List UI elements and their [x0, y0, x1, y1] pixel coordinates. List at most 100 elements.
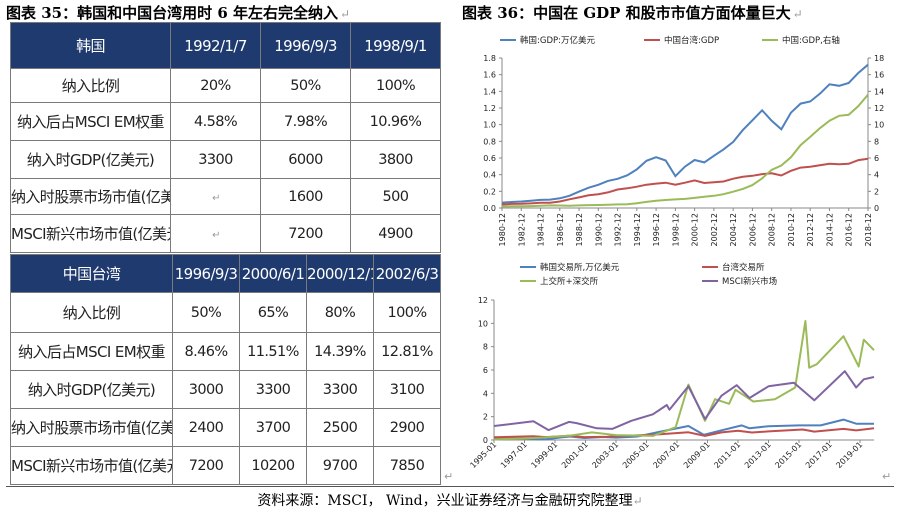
table-cell: 4900: [350, 214, 441, 253]
x-tick-label: 1982-12: [517, 213, 526, 246]
cell-text: MSCI新兴市场市值(亿美元): [11, 457, 173, 475]
legend-label: 上交所+深交所: [540, 276, 599, 287]
table-header-cell: 中国台湾: [10, 254, 173, 293]
cell-text: MSCI新兴市场市值(亿美元): [11, 225, 171, 243]
return-mark: ↵: [882, 470, 892, 483]
x-tick-label: 2001-01: [560, 440, 590, 470]
x-tick-label: 2014-12: [825, 213, 834, 246]
figure-36-title: 图表 36：中国在 GDP 和股市市值方面体量巨大 ↵: [462, 2, 803, 23]
row-label-cell: MSCI新兴市场市值(亿美元): [10, 214, 171, 253]
cell-text: 2000/12/1: [307, 264, 374, 283]
y-tick-label-right: 12: [874, 104, 884, 113]
cell-text: 8.46%: [184, 343, 228, 360]
x-tick-label: 1998-12: [671, 213, 680, 246]
return-mark: ↵: [212, 192, 220, 204]
y-tick-label: 0: [483, 436, 488, 445]
table-cell: 2400: [172, 408, 240, 447]
table-cell: 2500: [306, 408, 374, 447]
y-tick-label-left: 1.0: [483, 121, 496, 130]
x-tick-label: 2011-01: [712, 440, 742, 470]
cell-text: 50%: [190, 304, 222, 321]
table-cell: 65%: [239, 292, 307, 333]
cell-text: 纳入时GDP(亿美元): [26, 151, 155, 169]
row-label-cell: 纳入时GDP(亿美元): [10, 370, 173, 409]
legend-label: 中国:GDP,右轴: [782, 35, 840, 46]
y-tick-label-right: 10: [874, 121, 884, 130]
figure-35-title-text: 图表 35：韩国和中国台湾用时 6 年左右完全纳入: [6, 4, 338, 22]
x-tick-label: 2010-12: [787, 213, 796, 246]
cell-text: 纳入后占MSCI EM权重: [18, 343, 165, 361]
table-cell: ↵: [170, 214, 261, 253]
cell-text: 10200: [251, 457, 295, 474]
row-label-cell: 纳入后占MSCI EM权重: [10, 102, 171, 141]
table-header-cell: 2000/6/1: [239, 254, 307, 293]
y-tick-label: 12: [478, 296, 488, 305]
x-tick-label: 1992-12: [614, 213, 623, 246]
cell-text: 1996/9/3: [274, 36, 337, 55]
legend-label: 台湾交易所: [722, 262, 765, 273]
row-label-cell: 纳入时GDP(亿美元): [10, 140, 171, 179]
table-cell: 2900: [373, 408, 441, 447]
table-cell: 8.46%: [172, 332, 240, 371]
table-cell: ↵: [170, 178, 261, 215]
cell-text: 3300: [198, 151, 233, 168]
table-cell: 80%: [306, 292, 374, 333]
table-header-row: 中国台湾 1996/9/3 2000/6/1 2000/12/1 2002/6/3: [10, 254, 441, 293]
x-tick-label: 2016-12: [845, 213, 854, 246]
source-text: 资料来源：MSCI， Wind，兴业证券经济与金融研究院整理: [257, 493, 633, 509]
y-tick-label: 8: [483, 343, 488, 352]
cell-text: 3300: [322, 381, 358, 398]
series-line: [493, 418, 874, 441]
x-tick-label: 1984-12: [537, 213, 546, 246]
cell-text: 中国台湾: [62, 265, 121, 283]
x-tick-label: 1996-12: [652, 213, 661, 246]
x-tick-label: 2004-12: [729, 213, 738, 246]
table-header-cell: 韩国: [10, 22, 171, 69]
x-tick-label: 1994-12: [633, 213, 642, 246]
x-tick-label: 1997-01: [499, 440, 529, 470]
table-header-cell: 2000/12/1: [306, 254, 374, 293]
figure-36-title-text: 图表 36：中国在 GDP 和股市市值方面体量巨大: [462, 4, 791, 22]
table-cell: 12.81%: [373, 332, 441, 371]
cell-text: 100%: [387, 304, 427, 321]
cell-text: 7.98%: [283, 113, 328, 130]
cell-text: 1600: [288, 188, 323, 205]
x-tick-label: 2013-01: [743, 440, 773, 470]
y-tick-label: 10: [478, 319, 488, 328]
table-cell: 7200: [260, 214, 351, 253]
source-note: 资料来源：MSCI， Wind，兴业证券经济与金融研究院整理↵: [0, 490, 900, 510]
series-line: [501, 63, 869, 204]
row-label-cell: 纳入比例: [10, 292, 173, 333]
table-row: MSCI新兴市场市值(亿美元) ↵ 7200 4900: [10, 214, 441, 253]
table-cell: 3700: [239, 408, 307, 447]
return-mark: ↵: [444, 470, 454, 483]
y-tick-label-right: 8: [874, 137, 879, 146]
cell-text: 50%: [290, 77, 321, 94]
cell-text: 3700: [255, 419, 291, 436]
x-tick-label: 2000-12: [691, 213, 700, 246]
cell-text: 2000/6/1: [241, 264, 305, 283]
row-label-cell: MSCI新兴市场市值(亿美元): [10, 446, 173, 485]
x-tick-label: 2003-01: [590, 440, 620, 470]
x-tick-label: 2005-01: [621, 440, 651, 470]
y-tick-label-right: 6: [874, 154, 879, 163]
cell-text: 80%: [324, 304, 356, 321]
row-label-cell: 纳入时股票市场市值(亿美元): [10, 408, 173, 447]
table-cell: 6000: [260, 140, 351, 179]
row-label-cell: 纳入后占MSCI EM权重: [10, 332, 173, 371]
table-row: 纳入后占MSCI EM权重 4.58% 7.98% 10.96%: [10, 102, 441, 141]
table-row: 纳入比例 50% 65% 80% 100%: [10, 292, 441, 333]
table-cell: 7.98%: [260, 102, 351, 141]
series-line: [501, 157, 869, 206]
taiwan-inclusion-table: 中国台湾 1996/9/3 2000/6/1 2000/12/1 2002/6/3 纳入比…: [10, 254, 441, 485]
table-cell: 7200: [172, 446, 240, 485]
return-mark: ↵: [792, 7, 803, 21]
table-row: MSCI新兴市场市值(亿美元) 7200 10200 9700 7850: [10, 446, 441, 485]
x-tick-label: 2012-12: [806, 213, 815, 246]
cell-text: 3300: [255, 381, 291, 398]
cell-text: 12.81%: [381, 343, 433, 360]
legend-label: 韩国:GDP:万亿美元: [520, 35, 595, 46]
table-row: 纳入时股票市场市值(亿美元) ↵ 1600 500: [10, 178, 441, 215]
table-cell: 3300: [239, 370, 307, 409]
cell-text: 纳入时股票市场市值(亿美元): [11, 188, 170, 206]
